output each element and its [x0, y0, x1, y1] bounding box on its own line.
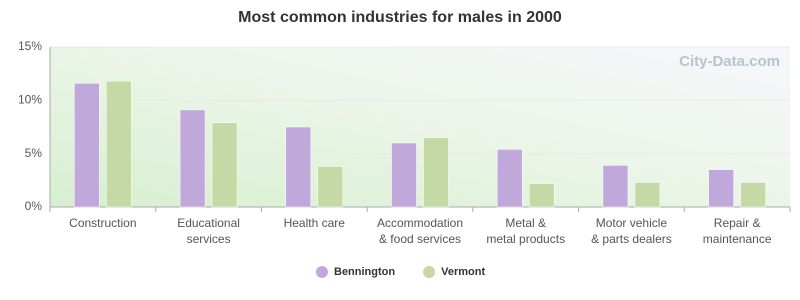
bar	[317, 166, 344, 208]
x-tick-label: Educational services	[177, 216, 240, 246]
bar	[740, 182, 766, 208]
bar	[602, 165, 629, 208]
bar	[496, 149, 523, 208]
bar	[423, 137, 449, 208]
legend-marker	[316, 266, 328, 278]
plot-background	[50, 47, 790, 207]
x-tick-label: Repair & maintenance	[703, 216, 772, 246]
x-tick-label: Health care	[284, 216, 346, 230]
bar	[391, 142, 417, 208]
y-tick-label: 0%	[25, 199, 43, 213]
bar	[179, 109, 206, 208]
bar	[285, 126, 312, 208]
bar	[211, 122, 238, 208]
y-tick-label: 10%	[18, 93, 42, 107]
bar	[528, 183, 555, 208]
x-tick-label: Metal & metal products	[486, 216, 565, 246]
bar	[106, 80, 132, 208]
bar	[708, 169, 734, 208]
legend-marker	[423, 266, 436, 278]
y-tick-label: 5%	[25, 146, 43, 160]
y-tick-label: 15%	[18, 39, 42, 53]
x-tick-label: Construction	[69, 216, 136, 230]
bar	[634, 182, 661, 208]
x-tick-label: Motor vehicle & parts dealers	[591, 216, 672, 246]
bar	[74, 83, 100, 208]
legend-text: Bennington	[334, 266, 395, 278]
watermark: City-Data.com	[679, 53, 780, 70]
x-tick-label: Accommodation & food services	[377, 216, 463, 246]
legend-text: Vermont	[441, 266, 485, 278]
chart-title: Most common industries for males in 2000	[238, 9, 562, 26]
